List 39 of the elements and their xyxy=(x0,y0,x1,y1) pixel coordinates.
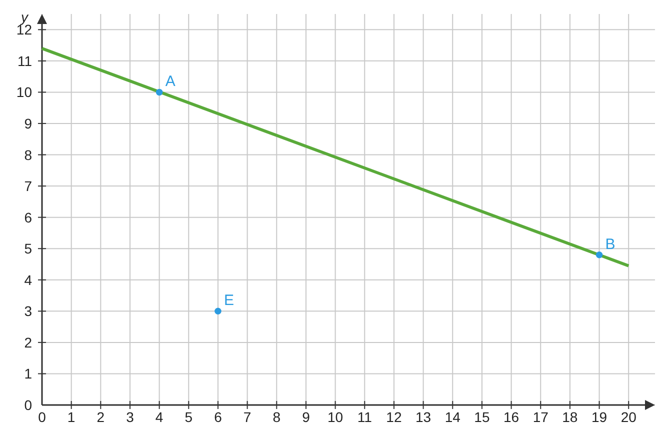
y-tick-label: 8 xyxy=(24,146,32,163)
x-tick-label: 9 xyxy=(302,409,310,425)
y-tick-label: 1 xyxy=(24,366,32,382)
x-tick-label: 4 xyxy=(155,409,164,425)
x-tick-label: 15 xyxy=(474,409,490,425)
x-tick-label: 19 xyxy=(591,409,608,425)
y-tick-label: 6 xyxy=(24,209,32,226)
point xyxy=(596,251,603,258)
x-tick-label: 11 xyxy=(357,409,372,425)
y-tick-label: 2 xyxy=(24,334,32,350)
x-tick-label: 20 xyxy=(620,409,637,425)
y-tick-label: 4 xyxy=(24,272,32,288)
y-tick-label: 5 xyxy=(24,240,32,257)
y-tick-label: 9 xyxy=(24,115,32,132)
point xyxy=(214,308,222,315)
point xyxy=(156,88,163,96)
x-tick-label: 1 xyxy=(67,409,76,425)
x-tick-label: 0 xyxy=(38,409,46,425)
x-tick-label: 14 xyxy=(444,409,461,425)
y-tick-label: 0 xyxy=(24,397,32,413)
x-tick-label: 18 xyxy=(562,409,578,425)
x-tick-label: 6 xyxy=(214,409,222,425)
x-tick-label: 13 xyxy=(416,409,432,425)
x-tick-label: 7 xyxy=(243,409,252,425)
x-tick-label: 10 xyxy=(328,409,344,425)
x-tick-label: 17 xyxy=(532,409,549,425)
annotation: A xyxy=(165,73,176,90)
y-tick-label: 3 xyxy=(24,303,32,320)
x-tick-label: 16 xyxy=(503,409,520,425)
y-tick-label: 10 xyxy=(16,84,32,100)
y-tick-label: 11 xyxy=(17,52,32,69)
x-tick-label: 5 xyxy=(184,409,193,425)
x-tick-label: 2 xyxy=(96,409,105,425)
annotation: E xyxy=(224,292,234,310)
annotation: B xyxy=(605,236,616,253)
x-tick-label: 12 xyxy=(386,409,402,425)
y-tick-label: 7 xyxy=(24,178,32,194)
x-tick-label: 8 xyxy=(272,409,281,425)
x-tick-label: 3 xyxy=(126,409,134,425)
